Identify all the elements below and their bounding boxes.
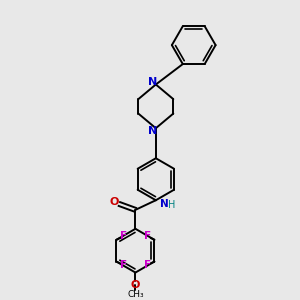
Text: CH₃: CH₃ <box>127 290 144 299</box>
Text: O: O <box>110 197 119 207</box>
Text: N: N <box>148 126 157 136</box>
Text: F: F <box>143 231 151 241</box>
Text: H: H <box>168 200 175 210</box>
Text: F: F <box>143 260 151 270</box>
Text: O: O <box>131 280 140 290</box>
Text: N: N <box>160 199 169 208</box>
Text: F: F <box>120 231 127 241</box>
Text: F: F <box>120 260 127 270</box>
Text: N: N <box>148 77 157 87</box>
